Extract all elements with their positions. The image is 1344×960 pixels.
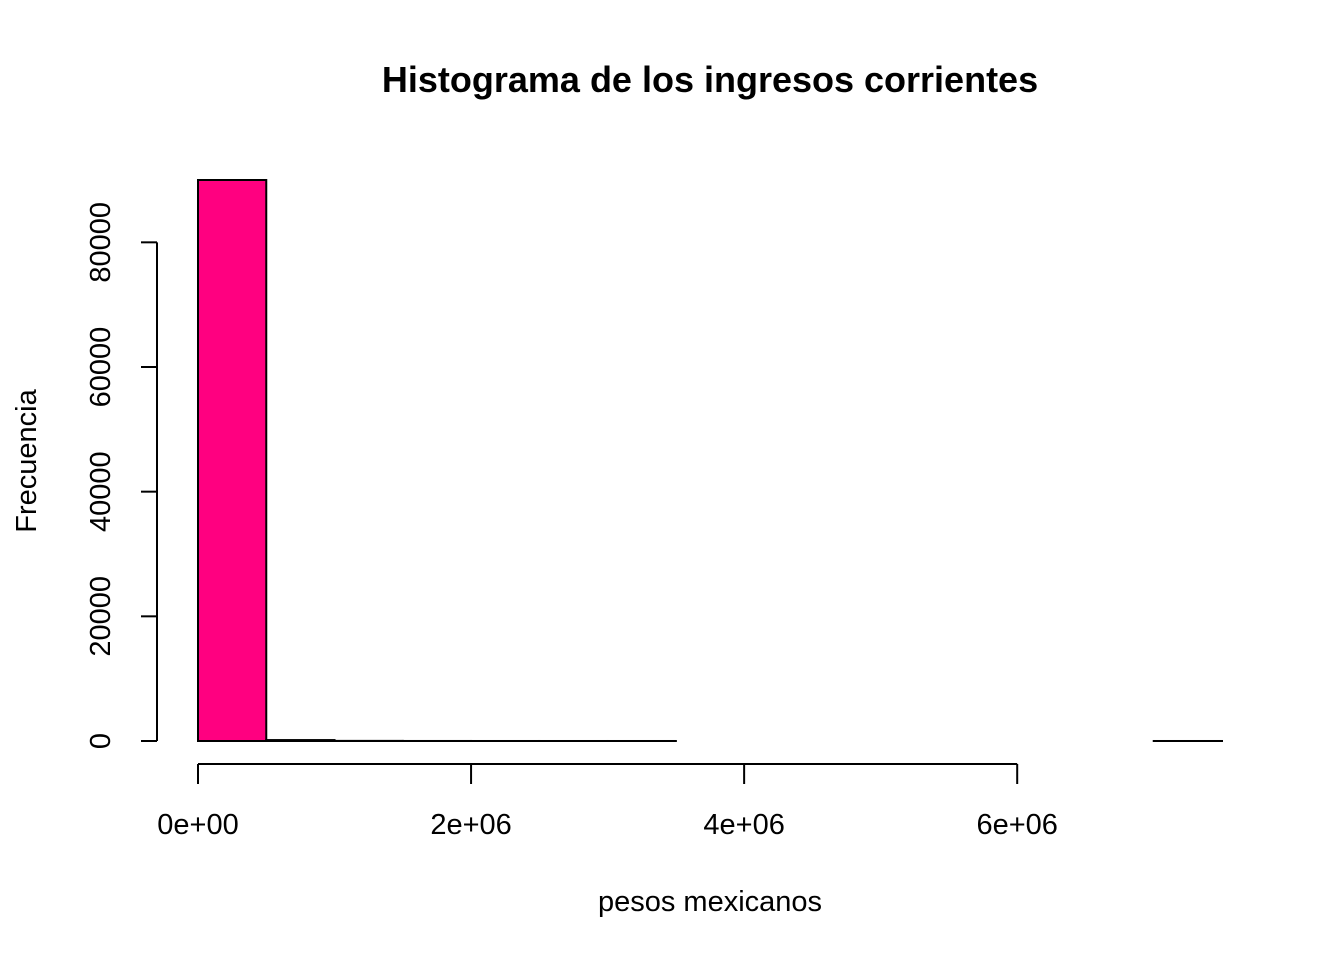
histogram-bar — [265, 739, 336, 743]
chart-title: Histograma de los ingresos corrientes — [382, 59, 1038, 100]
x-tick-label: 2e+06 — [430, 809, 511, 841]
y-axis-ticks: 0 20000 40000 60000 80000 — [85, 202, 157, 749]
y-axis-label: Frecuencia — [11, 388, 43, 532]
y-tick-label: 0 — [85, 733, 117, 749]
x-axis-label: pesos mexicanos — [598, 886, 822, 918]
x-axis-ticks: 0e+00 2e+06 4e+06 6e+06 — [157, 764, 1058, 841]
y-tick-label: 60000 — [85, 327, 117, 408]
x-tick-label: 4e+06 — [703, 809, 784, 841]
histogram-bars — [197, 179, 1223, 743]
y-tick-label: 40000 — [85, 451, 117, 532]
x-tick-label: 0e+00 — [157, 809, 238, 841]
x-tick-label: 6e+06 — [976, 809, 1057, 841]
y-tick-label: 20000 — [85, 576, 117, 657]
y-tick-label: 80000 — [85, 202, 117, 283]
histogram-bar — [197, 179, 268, 742]
